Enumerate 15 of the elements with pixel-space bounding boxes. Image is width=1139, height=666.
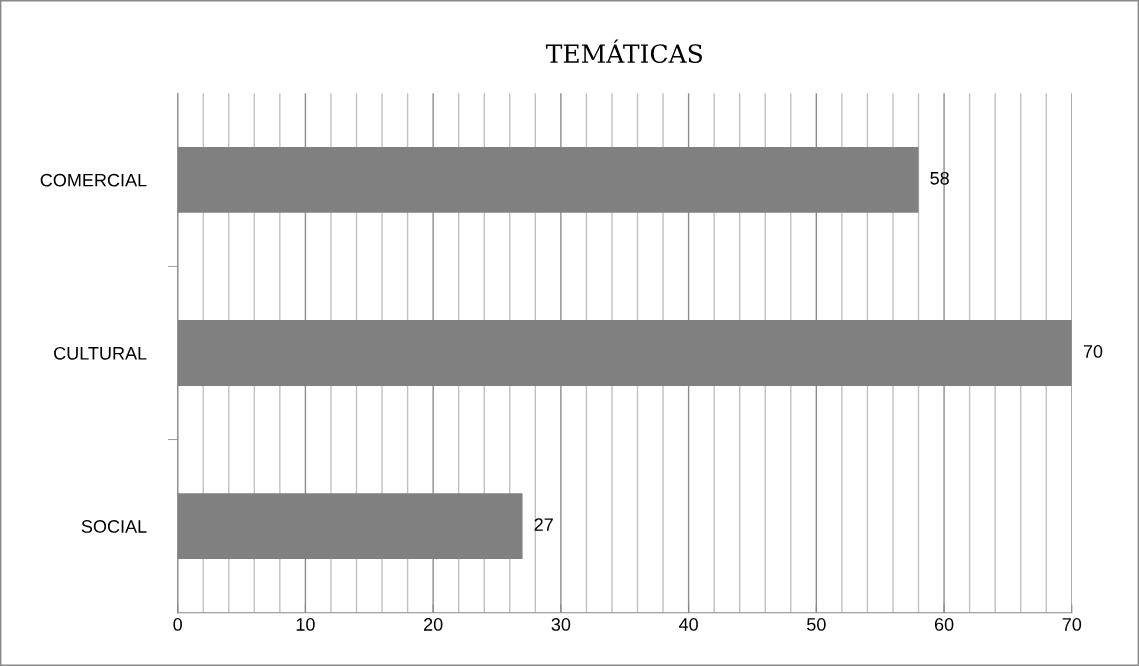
x-tick-label: 0 [173,618,182,631]
y-tick-label: COMERCIAL [40,173,147,187]
y-tick-label: SOCIAL [81,520,147,533]
x-tick-label: 10 [296,618,315,631]
x-tick-label: 60 [934,618,954,631]
x-tick-label: 20 [424,618,443,631]
x-tick-label: 40 [678,618,698,631]
data-label: 58 [930,171,949,185]
chart-title: TEMÁTICAS [545,39,702,64]
data-label: 27 [534,518,553,531]
x-tick-label: 50 [807,618,826,631]
data-label: 70 [1083,345,1103,358]
x-tick-label: 30 [551,618,571,631]
y-tick-label: CULTURAL [54,346,147,360]
x-tick-label: 70 [1062,618,1082,631]
